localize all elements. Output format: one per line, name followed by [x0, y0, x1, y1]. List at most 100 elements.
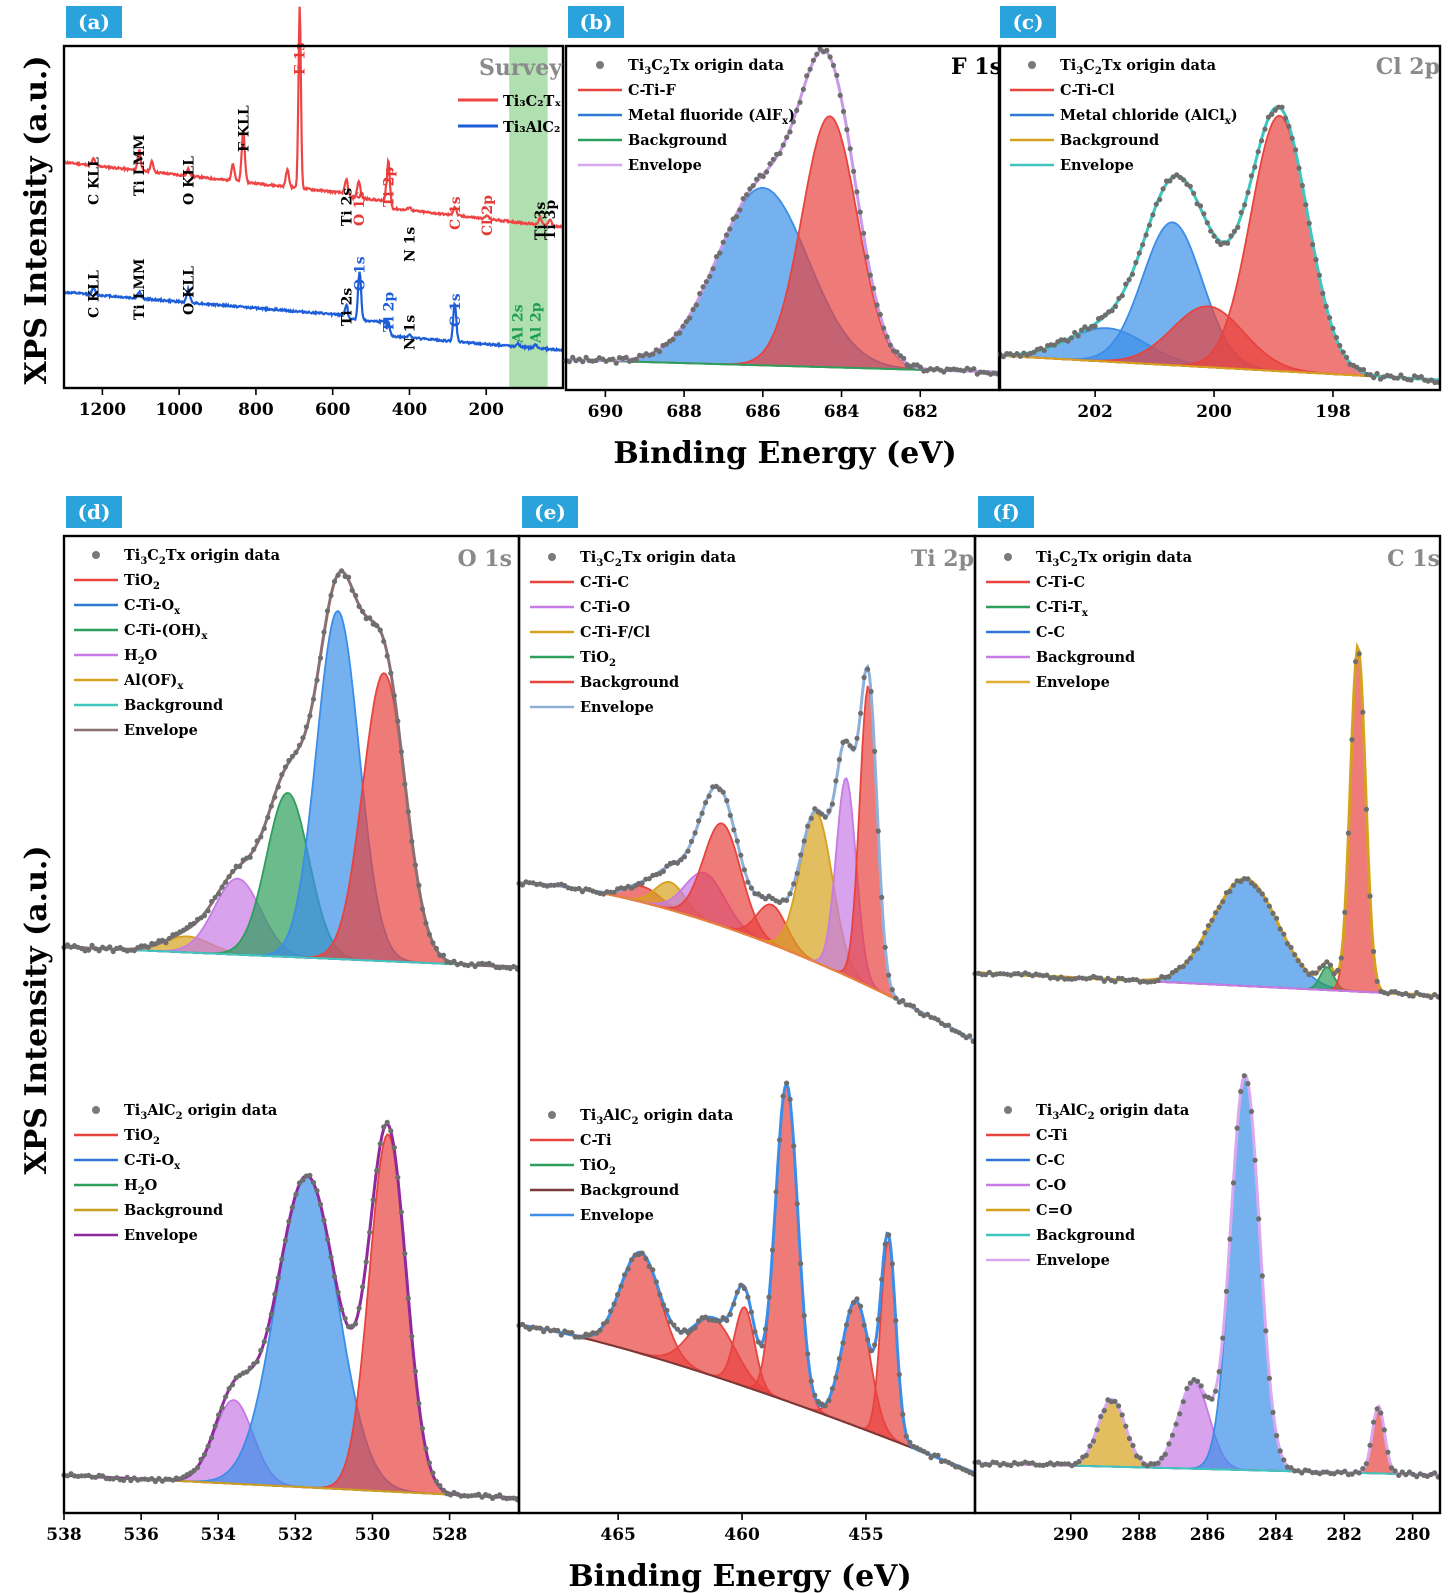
ti2p-ti3alc2-data-point — [780, 1093, 786, 1099]
cl2p-data-point — [1272, 107, 1278, 113]
c1s-ti3c2tx-data-point — [1356, 651, 1362, 657]
ti2p-ti3alc2-data-point — [664, 1307, 670, 1313]
c1s-ti3alc2-data-point — [1198, 1383, 1204, 1389]
c1s-ti3c2tx-data-point — [1198, 940, 1204, 946]
svg-text:(d): (d) — [78, 500, 111, 524]
ti2p-ti3c2tx-data-point — [967, 1033, 973, 1039]
ti2p-ti3c2tx-data-point — [741, 867, 748, 873]
cl2p-data-point — [1197, 203, 1204, 209]
cl2p-data-point — [1085, 326, 1091, 332]
o1s-ti3alc2-data-point — [121, 1477, 127, 1483]
c1s-ti3c2tx-data-point — [1101, 978, 1107, 984]
o1s-ti3c2tx-data-point — [360, 608, 366, 615]
ti2p-ti3alc2-data-point — [717, 1318, 723, 1324]
f1s-data-point — [780, 142, 786, 148]
ti2p-ti3c2tx-legend-item-0: Ti3C2Tx origin data — [580, 549, 737, 569]
cl2p-data-point — [1000, 354, 1007, 360]
c1s-ti3alc2-data-point — [1399, 1469, 1405, 1475]
o1s-ti3alc2-data-point — [419, 1425, 425, 1432]
o1s-ti3alc2-legend-item-1: TiO2 — [124, 1127, 160, 1147]
f1s-data-point — [693, 302, 700, 308]
o1s-ti3alc2-data-point — [360, 1284, 366, 1290]
c1s-ti3alc2-data-point — [1360, 1466, 1366, 1472]
o1s-ti3alc2-data-point — [223, 1394, 229, 1400]
o1s-ti3c2tx-data-point — [272, 794, 278, 800]
o1s-ti3alc2-data-point — [440, 1487, 447, 1493]
y-axis-label-bottom: XPS Intensity (a.u.) — [19, 845, 54, 1174]
c1s-ti3c2tx-data-point — [1155, 977, 1161, 984]
cl2p-data-point — [1146, 222, 1153, 228]
ti2p-ti3alc2-data-point — [889, 1261, 895, 1267]
ti2p-ti3alc2-data-point — [692, 1325, 698, 1331]
f1s-data-point — [690, 306, 696, 313]
ti2p-ti3alc2-data-point — [724, 1317, 730, 1324]
panel-label-e: (e) — [522, 496, 578, 528]
o1s-ti3alc2-data-point — [363, 1259, 369, 1265]
c1s-ti3alc2-data-point — [1248, 1108, 1255, 1115]
survey-tick-label-600: 600 — [315, 400, 351, 420]
survey-annotation-n-1s: N 1s — [403, 227, 419, 262]
survey-annotation-f-kll: F KLL — [236, 105, 252, 152]
f1s-data-point — [670, 336, 676, 342]
ti2p-ti3c2tx-data-point — [924, 1011, 931, 1017]
cl2p-data-point — [1248, 173, 1254, 179]
o1s-ti3c2tx-origin-data — [61, 568, 520, 972]
o1s-ti3alc2-data-point — [209, 1435, 215, 1441]
cl2p-data-point — [1112, 303, 1119, 310]
cl2p-legend-item-3: Background — [1060, 132, 1159, 149]
o1s-ti3c2tx-data-point — [247, 854, 253, 860]
c1s-tick-label-284: 284 — [1258, 1525, 1294, 1545]
cl2p-data-point — [1259, 138, 1265, 144]
cl2p-data-point — [1255, 149, 1261, 155]
c1s-ti3alc2-origin-data — [972, 1073, 1441, 1480]
c1s-ti3c2tx-data-point — [1112, 979, 1118, 985]
c1s-ti3alc2-data-point — [1119, 1412, 1125, 1418]
cl2p-data-point — [1279, 104, 1285, 110]
o1s-ti3c2tx-data-point — [398, 749, 404, 755]
c1s-ti3alc2-data-point — [1263, 1328, 1269, 1334]
c1s-ti3c2tx-legend-item-1: C-Ti-C — [1036, 574, 1085, 591]
f1s-data-point — [837, 92, 843, 98]
f1s-data-point — [687, 315, 693, 321]
o1s-ti3c2tx-data-point — [426, 931, 432, 938]
c1s-ti3c2tx-data-point — [1195, 946, 1201, 952]
c1s-ti3c2tx-legend-item-4: Background — [1036, 649, 1135, 666]
ti2p-ti3alc2-data-point — [829, 1386, 836, 1392]
ti2p-ti3alc2-legend-item-0: Ti3AlC2 origin data — [580, 1107, 734, 1127]
ti2p-ti3alc2-data-point — [541, 1329, 547, 1335]
survey-annotation-c-1s: C 1s — [448, 196, 464, 230]
f1s-data-point — [844, 127, 850, 133]
o1s-ti3c2tx-legend-item-3: C-Ti-(OH)x — [124, 622, 209, 642]
f1s-data-point — [784, 134, 790, 140]
c1s-ti3alc2-data-point — [1274, 1433, 1280, 1439]
ti2p-ti3c2tx-data-point — [829, 801, 836, 807]
f1s-data-point — [857, 209, 863, 215]
c1s-tick-label-282: 282 — [1327, 1525, 1363, 1545]
o1s-ti3c2tx-legend: Ti3C2Tx origin data TiO2 C-Ti-Ox C-Ti-(OH)x… — [74, 547, 281, 739]
f1s-data-point — [874, 302, 880, 308]
o1s-ti3c2tx-data-point — [275, 784, 281, 790]
o1s-ti3alc2-data-point — [321, 1217, 327, 1223]
o1s-ti3alc2-data-point — [282, 1237, 288, 1244]
c1s-ti3alc2-data-point — [1187, 1380, 1193, 1386]
ti2p-ti3alc2-data-point — [833, 1375, 839, 1381]
c1s-ti3c2tx-data-point — [1284, 941, 1290, 947]
f1s-legend: Ti3C2Tx origin data C-Ti-F Metal fluoride … — [578, 57, 795, 174]
panel-label-f: (f) — [978, 496, 1034, 528]
ti2p-ti3alc2-data-point — [727, 1311, 733, 1317]
c1s-ti3alc2-data-point — [1126, 1435, 1132, 1442]
c1s-ti3c2tx-data-point — [1216, 904, 1222, 910]
f1s-data-point — [633, 356, 639, 362]
c1s-ti3c2tx-data-point — [1371, 948, 1377, 955]
o1s-ti3c2tx-data-point — [433, 945, 439, 952]
cl2p-origin-data — [997, 104, 1441, 386]
ti2p-ti3alc2-data-point — [886, 1232, 892, 1238]
c1s-ti3c2tx-data-point — [1256, 887, 1262, 893]
c1s-ti3c2tx-data-point — [1213, 910, 1219, 916]
ti2p-ti3alc2-legend-marker-data — [548, 1111, 556, 1119]
cl2p-data-point — [1408, 377, 1414, 383]
ti2p-ti3alc2-data-point — [537, 1325, 543, 1331]
ti2p-ti3c2tx-data-point — [706, 793, 712, 799]
ti2p-ti3c2tx-legend-item-1: C-Ti-C — [580, 574, 629, 591]
cl2p-data-point — [1330, 325, 1336, 331]
